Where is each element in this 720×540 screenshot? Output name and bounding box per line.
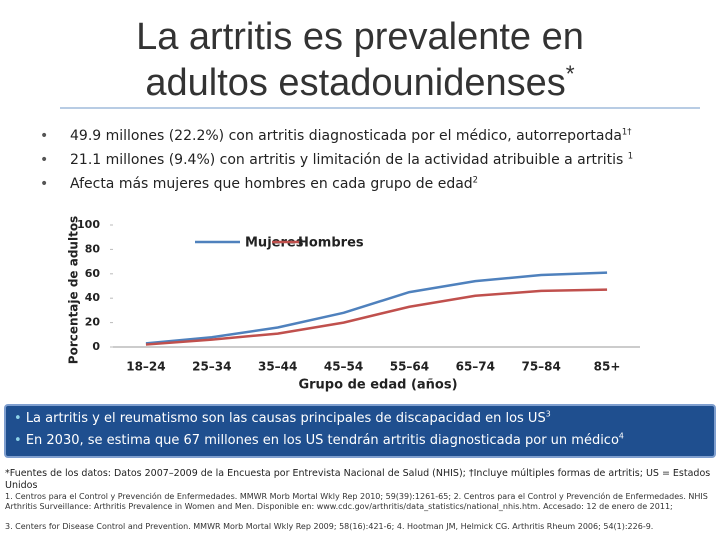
title-line: adultos estadounidenses*	[0, 60, 720, 106]
title-rule	[60, 107, 700, 109]
y-tick-label: 80	[85, 242, 101, 255]
chart: Porcentaje de adultos Grupo de edad (año…	[67, 216, 640, 393]
bullet-text: Afecta más mujeres que hombres en cada g…	[70, 176, 473, 192]
reference: 1. Centros para el Control y Prevención …	[5, 492, 708, 511]
x-tick-label: 25–34	[192, 360, 231, 374]
x-tick-label: 85+	[594, 360, 621, 374]
legend-label: Hombres	[298, 236, 364, 251]
series-line	[145, 288, 608, 346]
x-tick-label: 35–44	[258, 360, 297, 374]
x-tick-label: 18–24	[126, 360, 165, 374]
x-tick-label: 65–74	[456, 360, 495, 374]
box-text: La artritis y el reumatismo son las caus…	[25, 411, 546, 426]
bullet-sup: 1†	[621, 126, 632, 137]
series-line	[145, 271, 608, 345]
box-text: En 2030, se estima que 67 millones en lo…	[25, 433, 619, 448]
box-sup: 4	[618, 431, 624, 441]
bullet-text: 49.9 millones (22.2%) con artritis diagn…	[70, 128, 622, 144]
y-tick-label: 100	[77, 218, 100, 231]
x-tick-label: 45–54	[324, 360, 363, 374]
title-line: La artritis es prevalente en	[136, 16, 584, 58]
x-tick-label: 55–64	[390, 360, 429, 374]
reference: 3. Centers for Disease Control and Preve…	[5, 522, 654, 531]
y-axis-label: Porcentaje de adultos	[67, 216, 81, 364]
title-text: adultos estadounidenses	[145, 62, 566, 104]
highlight-box: • La artritis y el reumatismo son las ca…	[4, 404, 716, 458]
box-bullet: • La artritis y el reumatismo son las ca…	[14, 409, 551, 426]
x-axis-label: Grupo de edad (años)	[298, 378, 457, 393]
box-sup: 3	[545, 409, 551, 419]
box-bullet: • En 2030, se estima que 67 millones en …	[14, 431, 624, 448]
y-tick-label: 40	[85, 291, 101, 304]
y-tick-label: 60	[85, 267, 101, 280]
bullet-sup: 1	[627, 150, 634, 161]
bullet-text: 21.1 millones (9.4%) con artritis y limi…	[70, 152, 628, 168]
x-tick-label: 75–84	[521, 360, 560, 374]
bullet-sup: 2	[472, 174, 479, 185]
title-sup: *	[565, 60, 575, 87]
y-tick-label: 0	[92, 340, 100, 353]
footnote: *Fuentes de los datos: Datos 2007–2009 d…	[5, 468, 711, 491]
y-tick-label: 20	[85, 316, 101, 329]
